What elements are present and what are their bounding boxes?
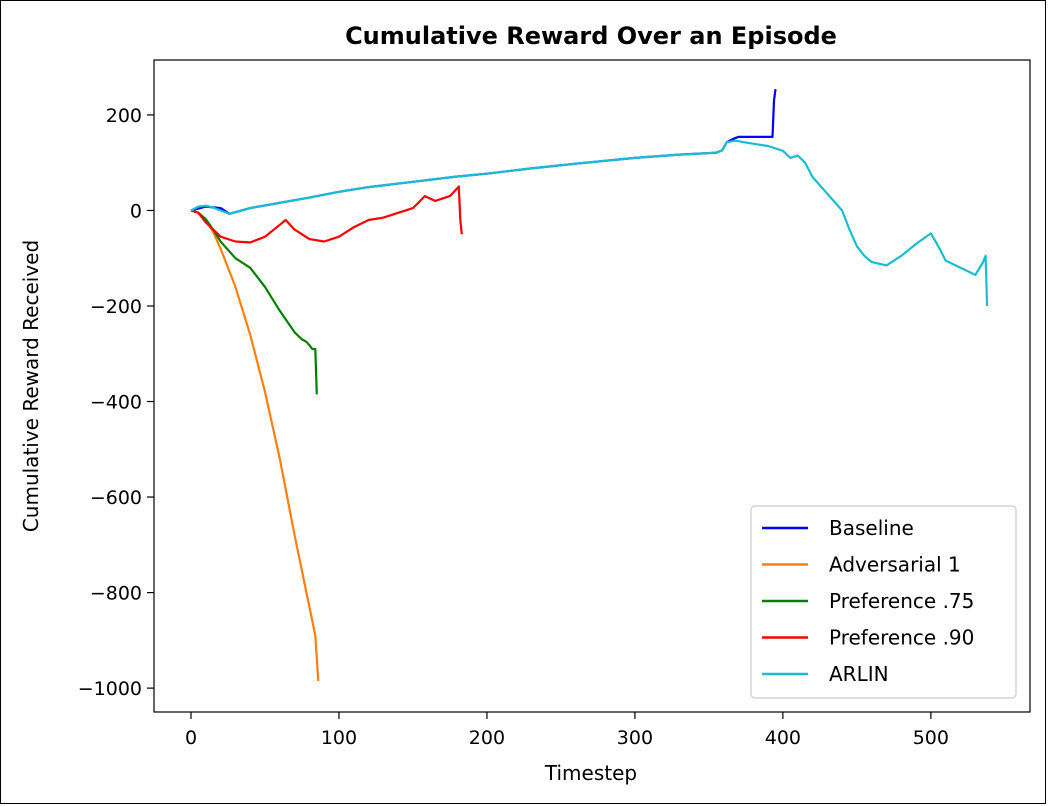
series-line-preference-75 [190, 209, 318, 395]
legend-label-baseline: Baseline [829, 516, 914, 540]
plot-frame [153, 59, 1031, 713]
chart-title: Cumulative Reward Over an Episode [345, 22, 837, 50]
series-line-preference-90 [190, 185, 463, 244]
y-tick-label: −200 [90, 296, 142, 318]
y-axis: −1000 −800 −600 −400 −200 0 200 [78, 105, 154, 700]
y-axis-label: Cumulative Reward Received [19, 240, 43, 532]
y-tick-label: −1000 [78, 678, 142, 700]
x-tick-label: 0 [185, 727, 197, 749]
series-line-adversarial-1 [190, 209, 320, 682]
legend-label-preference-90: Preference .90 [829, 626, 974, 650]
y-tick-label: 200 [106, 105, 142, 127]
legend-label-adversarial-1: Adversarial 1 [829, 553, 961, 577]
legend-box [750, 505, 1017, 699]
y-tick-label: 0 [130, 200, 142, 222]
legend-label-preference-75: Preference .75 [829, 589, 974, 613]
series-layer [190, 88, 989, 682]
x-tick-label: 400 [765, 727, 801, 749]
plot-area [153, 59, 1031, 713]
series-line-arlin [190, 139, 989, 307]
x-tick-label: 100 [321, 727, 357, 749]
series-line-baseline [190, 88, 777, 215]
y-tick-label: −800 [90, 583, 142, 605]
legend: Baseline Adversarial 1 Preference .75 Prefe… [750, 505, 1017, 699]
x-tick-label: 500 [913, 727, 949, 749]
x-tick-label: 200 [469, 727, 505, 749]
legend-label-arlin: ARLIN [829, 662, 889, 686]
x-axis: 0 100 200 300 400 500 [185, 712, 949, 749]
x-axis-label: Timestep [544, 761, 637, 785]
y-tick-label: −600 [90, 487, 142, 509]
x-tick-label: 300 [617, 727, 653, 749]
y-tick-label: −400 [90, 392, 142, 414]
